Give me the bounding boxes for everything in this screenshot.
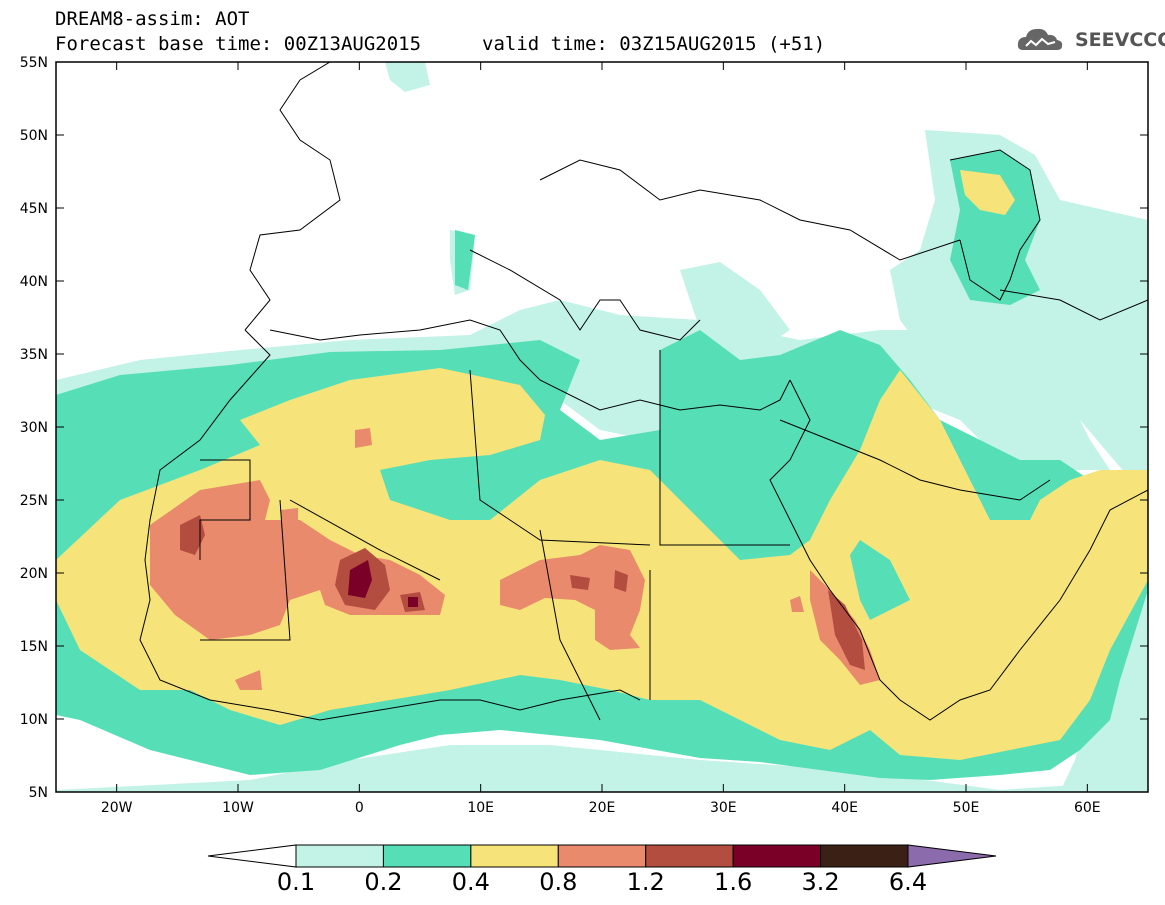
lon-label: 50E: [953, 800, 980, 816]
lon-label: 60E: [1074, 800, 1101, 816]
lat-label: 30N: [20, 420, 48, 436]
lat-label: 20N: [20, 566, 48, 582]
lat-label: 55N: [20, 55, 48, 71]
colorbar-label: 0.1: [276, 868, 316, 896]
lat-label: 35N: [20, 347, 48, 363]
colorbar-swatch: [645, 844, 734, 868]
colorbar-label: 0.8: [539, 868, 578, 896]
lon-label: 20E: [589, 800, 616, 816]
colorbar-swatch: [820, 844, 909, 868]
coastlines: [139, 62, 1148, 721]
colorbar-swatch: [732, 844, 822, 868]
aot-contours: [56, 62, 1148, 792]
colorbar-swatch: [295, 844, 384, 868]
logo-text: SEEVCCC: [1075, 29, 1165, 51]
lat-label: 10N: [20, 712, 48, 728]
longitude-axis: 20W 10W 0 10E 20E 30E 40E 50E 60E: [101, 62, 1101, 816]
colorbar-label: 3.2: [801, 868, 840, 896]
lon-label: 0: [355, 800, 364, 816]
colorbar-swatch: [557, 844, 647, 868]
contour-1.6: [348, 560, 418, 607]
lon-label: 10E: [467, 800, 494, 816]
lon-label: 20W: [101, 800, 133, 816]
lat-label: 45N: [20, 201, 48, 217]
forecast-base-time: Forecast base time: 00Z13AUG2015: [55, 33, 422, 55]
lon-label: 10W: [222, 800, 254, 816]
lat-label: 25N: [20, 493, 48, 509]
map-title: DREAM8-assim: AOT: [55, 8, 250, 30]
colorbar-label: 1.6: [714, 868, 753, 896]
lat-label: 50N: [20, 128, 48, 144]
lat-label: 40N: [20, 274, 48, 290]
valid-time: valid time: 03Z15AUG2015 (+51): [482, 33, 826, 55]
lon-label: 40E: [831, 800, 858, 816]
colorbar-label: 6.4: [888, 868, 928, 896]
colorbar-swatch: [382, 844, 472, 868]
colorbar-label: 1.2: [626, 868, 665, 896]
colorbar-label: 0.2: [364, 868, 403, 896]
colorbar-label: 0.4: [451, 868, 490, 896]
latitude-axis: 55N 50N 45N 40N 35N 30N 25N 20N 15N 10N 5N: [20, 55, 1148, 801]
lat-label: 15N: [20, 639, 48, 655]
colorbar-max-triangle: [907, 844, 997, 868]
lat-label: 5N: [29, 785, 48, 801]
cloud-logo-icon: [1017, 28, 1063, 50]
colorbar-min-triangle: [207, 844, 297, 868]
colorbar: [207, 844, 997, 868]
lon-label: 30E: [710, 800, 737, 816]
colorbar-swatch: [470, 844, 559, 868]
